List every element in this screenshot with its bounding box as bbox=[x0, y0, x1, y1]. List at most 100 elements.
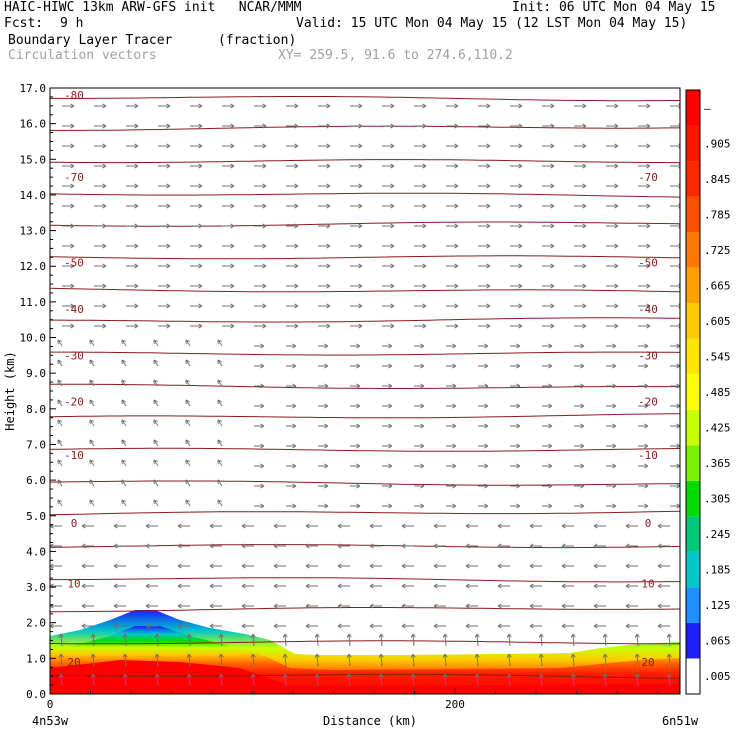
contour-line bbox=[50, 125, 680, 131]
wind-vector-head bbox=[177, 583, 182, 589]
wind-vector-head bbox=[294, 283, 299, 289]
wind-vector bbox=[185, 499, 191, 507]
wind-vector-head bbox=[602, 673, 608, 678]
colorbar-label: .245 bbox=[704, 528, 731, 541]
wind-vector-head bbox=[614, 143, 619, 149]
wind-vector bbox=[57, 439, 63, 447]
wind-vector-head bbox=[358, 223, 363, 229]
wind-vector-head bbox=[241, 623, 246, 629]
temperature-contours bbox=[50, 96, 680, 679]
wind-vector-head bbox=[646, 123, 651, 129]
wind-vector-head bbox=[217, 399, 222, 405]
wind-vector-head bbox=[185, 339, 190, 345]
wind-vector-head bbox=[198, 223, 203, 229]
colorbar: .005 .065 .125 .185 .245 .305 .365 .425 .485 .545… bbox=[685, 89, 731, 695]
contour-label: -10 bbox=[64, 449, 84, 462]
wind-vector-head bbox=[550, 283, 555, 289]
wind-vector-head bbox=[644, 403, 649, 409]
wind-vector-head bbox=[529, 603, 534, 609]
wind-vector bbox=[185, 359, 191, 367]
colorbar-frame bbox=[685, 89, 701, 695]
wind-vector-head bbox=[102, 323, 107, 329]
wind-vector-head bbox=[89, 339, 94, 345]
wind-vector bbox=[156, 633, 159, 647]
contour-label: 0 bbox=[645, 517, 652, 530]
circulation-vectors bbox=[50, 103, 680, 687]
wind-vector-head bbox=[452, 343, 457, 349]
wind-vector-head bbox=[484, 383, 489, 389]
wind-vector-head bbox=[58, 653, 64, 658]
wind-vector-head bbox=[217, 379, 222, 385]
wind-vector-head bbox=[262, 143, 267, 149]
wind-vector-head bbox=[465, 623, 470, 629]
wind-vector-head bbox=[465, 603, 470, 609]
y-tick-label: 16.0 bbox=[20, 118, 47, 131]
wind-vector-head bbox=[580, 423, 585, 429]
wind-vector bbox=[89, 399, 95, 407]
tracer-field bbox=[50, 610, 680, 694]
wind-vector-head bbox=[324, 363, 329, 369]
contour-label: -80 bbox=[64, 89, 84, 102]
colorbar-label: .905 bbox=[704, 137, 731, 150]
wind-vector-head bbox=[390, 223, 395, 229]
contour-label: -50 bbox=[64, 257, 84, 270]
wind-vector-head bbox=[593, 583, 598, 589]
overlay-name: Circulation vectors bbox=[8, 48, 157, 63]
wind-vector-head bbox=[356, 363, 361, 369]
wind-vector-head bbox=[337, 563, 342, 569]
wind-vector-head bbox=[570, 673, 576, 678]
wind-vector-head bbox=[529, 543, 534, 549]
wind-vector-head bbox=[70, 323, 75, 329]
wind-vector bbox=[121, 339, 127, 347]
wind-vector bbox=[153, 359, 159, 367]
field-name: Boundary Layer Tracer bbox=[8, 33, 173, 48]
contour-label: 10 bbox=[641, 577, 654, 590]
wind-vector-head bbox=[102, 163, 107, 169]
wind-vector-head bbox=[134, 163, 139, 169]
wind-vector-head bbox=[561, 603, 566, 609]
x-axis-title: Distance (km) bbox=[323, 714, 417, 728]
wind-vector-head bbox=[260, 363, 265, 369]
wind-vector-head bbox=[390, 263, 395, 269]
init-time: Init: 06 UTC Mon 04 May 15 bbox=[512, 0, 716, 15]
colorbar-label: .725 bbox=[704, 244, 731, 257]
wind-vector bbox=[604, 653, 607, 667]
wind-vector-head bbox=[516, 483, 521, 489]
wind-vector bbox=[185, 479, 191, 487]
wind-vector bbox=[316, 653, 319, 667]
wind-vector bbox=[121, 479, 127, 487]
wind-vector-head bbox=[580, 483, 585, 489]
wind-vector-head bbox=[324, 423, 329, 429]
wind-vector-head bbox=[582, 163, 587, 169]
wind-vector-head bbox=[582, 203, 587, 209]
wind-vector bbox=[668, 633, 671, 647]
wind-vector-head bbox=[337, 523, 342, 529]
wind-vector-head bbox=[326, 323, 331, 329]
colorbar-label: .425 bbox=[704, 422, 731, 435]
wind-vector-head bbox=[401, 603, 406, 609]
wind-vector-head bbox=[516, 383, 521, 389]
wind-vector-head bbox=[484, 463, 489, 469]
wind-vector-head bbox=[516, 503, 521, 509]
wind-vector-head bbox=[454, 283, 459, 289]
wind-vector-head bbox=[154, 673, 160, 678]
wind-vector bbox=[121, 439, 127, 447]
wind-vector-head bbox=[166, 303, 171, 309]
wind-vector-head bbox=[185, 379, 190, 385]
wind-vector-head bbox=[337, 623, 342, 629]
wind-vector-head bbox=[356, 383, 361, 389]
contour-label: -40 bbox=[638, 303, 658, 316]
contour-label: 10 bbox=[67, 577, 80, 590]
wind-vector-head bbox=[58, 633, 64, 638]
wind-vector bbox=[220, 673, 223, 687]
wind-vector bbox=[153, 459, 159, 467]
wind-vector bbox=[153, 439, 159, 447]
wind-vector bbox=[636, 633, 639, 647]
wind-vector-head bbox=[486, 203, 491, 209]
wind-vector-head bbox=[497, 543, 502, 549]
wind-vector-head bbox=[217, 359, 222, 365]
wind-vector-head bbox=[561, 563, 566, 569]
wind-vector bbox=[412, 673, 415, 687]
wind-vector-head bbox=[486, 263, 491, 269]
colorbar-label: .485 bbox=[704, 386, 731, 399]
